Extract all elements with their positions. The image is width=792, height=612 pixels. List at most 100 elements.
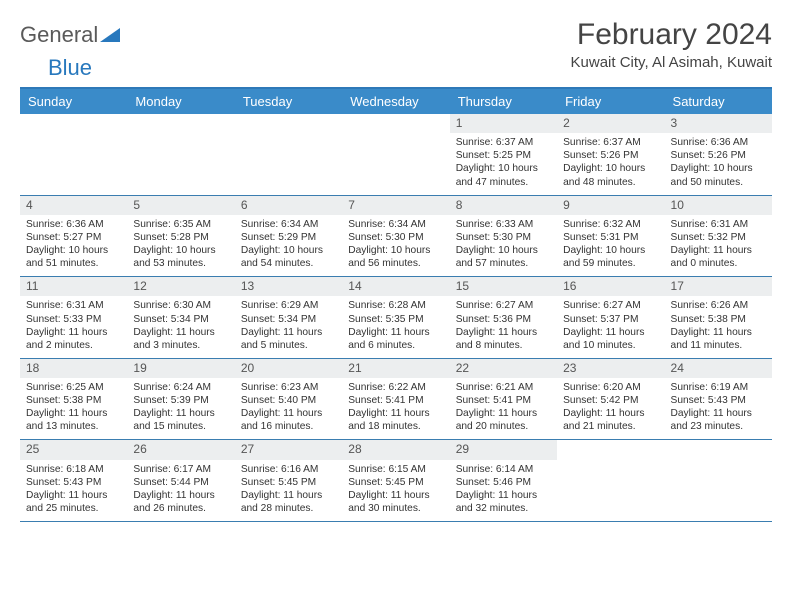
sunset-text: Sunset: 5:46 PM xyxy=(456,476,551,489)
week-row: 25Sunrise: 6:18 AMSunset: 5:43 PMDayligh… xyxy=(20,440,772,522)
daylight2-text: and 32 minutes. xyxy=(456,502,551,515)
daylight2-text: and 0 minutes. xyxy=(671,257,766,270)
day-number: 14 xyxy=(342,277,449,296)
daylight1-text: Daylight: 10 hours xyxy=(456,162,551,175)
brand-triangle-icon xyxy=(100,24,120,47)
day-cell-empty xyxy=(20,114,127,195)
day-number: 27 xyxy=(235,440,342,459)
sunrise-text: Sunrise: 6:34 AM xyxy=(348,218,443,231)
daylight2-text: and 18 minutes. xyxy=(348,420,443,433)
day-number: 6 xyxy=(235,196,342,215)
sunrise-text: Sunrise: 6:31 AM xyxy=(26,299,121,312)
daylight1-text: Daylight: 11 hours xyxy=(456,407,551,420)
day-number: 15 xyxy=(450,277,557,296)
day-number: 9 xyxy=(557,196,664,215)
day-header: Sunday xyxy=(20,89,127,114)
day-number: 10 xyxy=(665,196,772,215)
sunrise-text: Sunrise: 6:17 AM xyxy=(133,463,228,476)
day-cell-empty xyxy=(557,440,664,521)
daylight2-text: and 16 minutes. xyxy=(241,420,336,433)
sunrise-text: Sunrise: 6:25 AM xyxy=(26,381,121,394)
month-title: February 2024 xyxy=(571,18,772,52)
sunset-text: Sunset: 5:38 PM xyxy=(671,313,766,326)
sunrise-text: Sunrise: 6:16 AM xyxy=(241,463,336,476)
daylight2-text: and 11 minutes. xyxy=(671,339,766,352)
sunset-text: Sunset: 5:28 PM xyxy=(133,231,228,244)
day-cell: 8Sunrise: 6:33 AMSunset: 5:30 PMDaylight… xyxy=(450,196,557,277)
day-number: 8 xyxy=(450,196,557,215)
day-cell: 18 Sunrise: 6:25 AMSunset: 5:38 PMDayligh… xyxy=(20,359,127,440)
daylight2-text: and 6 minutes. xyxy=(348,339,443,352)
sunset-text: Sunset: 5:30 PM xyxy=(348,231,443,244)
day-header: Thursday xyxy=(450,89,557,114)
daylight2-text: and 47 minutes. xyxy=(456,176,551,189)
daylight1-text: Daylight: 11 hours xyxy=(671,244,766,257)
daylight2-text: and 59 minutes. xyxy=(563,257,658,270)
day-cell-empty xyxy=(235,114,342,195)
sunrise-text: Sunrise: 6:14 AM xyxy=(456,463,551,476)
day-number: 4 xyxy=(20,196,127,215)
sunset-text: Sunset: 5:34 PM xyxy=(133,313,228,326)
day-number: 21 xyxy=(342,359,449,378)
day-cell: 24Sunrise: 6:19 AMSunset: 5:43 PMDayligh… xyxy=(665,359,772,440)
day-number: 28 xyxy=(342,440,449,459)
daylight1-text: Daylight: 11 hours xyxy=(133,326,228,339)
sunrise-text: Sunrise: 6:27 AM xyxy=(456,299,551,312)
sunrise-text: Sunrise: 6:34 AM xyxy=(241,218,336,231)
day-number: 24 xyxy=(665,359,772,378)
day-number: 23 xyxy=(557,359,664,378)
day-number: 18 xyxy=(20,359,127,378)
brand-text-general: General xyxy=(20,22,98,48)
sunset-text: Sunset: 5:42 PM xyxy=(563,394,658,407)
week-row: 4Sunrise: 6:36 AMSunset: 5:27 PMDaylight… xyxy=(20,196,772,278)
daylight2-text: and 28 minutes. xyxy=(241,502,336,515)
day-cell-empty xyxy=(127,114,234,195)
daylight2-text: and 13 minutes. xyxy=(26,420,121,433)
daylight1-text: Daylight: 11 hours xyxy=(133,489,228,502)
daylight2-text: and 53 minutes. xyxy=(133,257,228,270)
day-cell: 27Sunrise: 6:16 AMSunset: 5:45 PMDayligh… xyxy=(235,440,342,521)
sunset-text: Sunset: 5:41 PM xyxy=(456,394,551,407)
daylight1-text: Daylight: 10 hours xyxy=(26,244,121,257)
sunset-text: Sunset: 5:38 PM xyxy=(26,394,121,407)
day-cell: 6Sunrise: 6:34 AMSunset: 5:29 PMDaylight… xyxy=(235,196,342,277)
sunset-text: Sunset: 5:45 PM xyxy=(348,476,443,489)
daylight1-text: Daylight: 11 hours xyxy=(563,326,658,339)
day-cell: 11Sunrise: 6:31 AMSunset: 5:33 PMDayligh… xyxy=(20,277,127,358)
day-cell: 2Sunrise: 6:37 AMSunset: 5:26 PMDaylight… xyxy=(557,114,664,195)
sunrise-text: Sunrise: 6:29 AM xyxy=(241,299,336,312)
sunset-text: Sunset: 5:27 PM xyxy=(26,231,121,244)
sunset-text: Sunset: 5:26 PM xyxy=(671,149,766,162)
daylight2-text: and 8 minutes. xyxy=(456,339,551,352)
sunset-text: Sunset: 5:30 PM xyxy=(456,231,551,244)
daylight2-text: and 51 minutes. xyxy=(26,257,121,270)
sunrise-text: Sunrise: 6:15 AM xyxy=(348,463,443,476)
daylight1-text: Daylight: 11 hours xyxy=(348,326,443,339)
daylight2-text: and 50 minutes. xyxy=(671,176,766,189)
day-cell: 13Sunrise: 6:29 AMSunset: 5:34 PMDayligh… xyxy=(235,277,342,358)
day-cell: 17Sunrise: 6:26 AMSunset: 5:38 PMDayligh… xyxy=(665,277,772,358)
day-number: 3 xyxy=(665,114,772,133)
sunrise-text: Sunrise: 6:36 AM xyxy=(671,136,766,149)
daylight1-text: Daylight: 11 hours xyxy=(671,407,766,420)
week-row: 11Sunrise: 6:31 AMSunset: 5:33 PMDayligh… xyxy=(20,277,772,359)
sunset-text: Sunset: 5:45 PM xyxy=(241,476,336,489)
day-number: 26 xyxy=(127,440,234,459)
sunrise-text: Sunrise: 6:20 AM xyxy=(563,381,658,394)
daylight1-text: Daylight: 11 hours xyxy=(26,489,121,502)
sunset-text: Sunset: 5:43 PM xyxy=(26,476,121,489)
daylight2-text: and 57 minutes. xyxy=(456,257,551,270)
daylight2-text: and 25 minutes. xyxy=(26,502,121,515)
day-cell: 15Sunrise: 6:27 AMSunset: 5:36 PMDayligh… xyxy=(450,277,557,358)
week-row: 18Sunrise: 6:25 AMSunset: 5:38 PMDayligh… xyxy=(20,359,772,441)
daylight1-text: Daylight: 11 hours xyxy=(26,407,121,420)
day-cell: 3Sunrise: 6:36 AMSunset: 5:26 PMDaylight… xyxy=(665,114,772,195)
daylight2-text: and 56 minutes. xyxy=(348,257,443,270)
week-row: 1Sunrise: 6:37 AMSunset: 5:25 PMDaylight… xyxy=(20,114,772,196)
day-cell: 16Sunrise: 6:27 AMSunset: 5:37 PMDayligh… xyxy=(557,277,664,358)
day-header-row: Sunday Monday Tuesday Wednesday Thursday… xyxy=(20,89,772,114)
sunrise-text: Sunrise: 6:31 AM xyxy=(671,218,766,231)
day-cell-empty xyxy=(665,440,772,521)
calendar: Sunday Monday Tuesday Wednesday Thursday… xyxy=(20,87,772,522)
sunrise-text: Sunrise: 6:37 AM xyxy=(456,136,551,149)
